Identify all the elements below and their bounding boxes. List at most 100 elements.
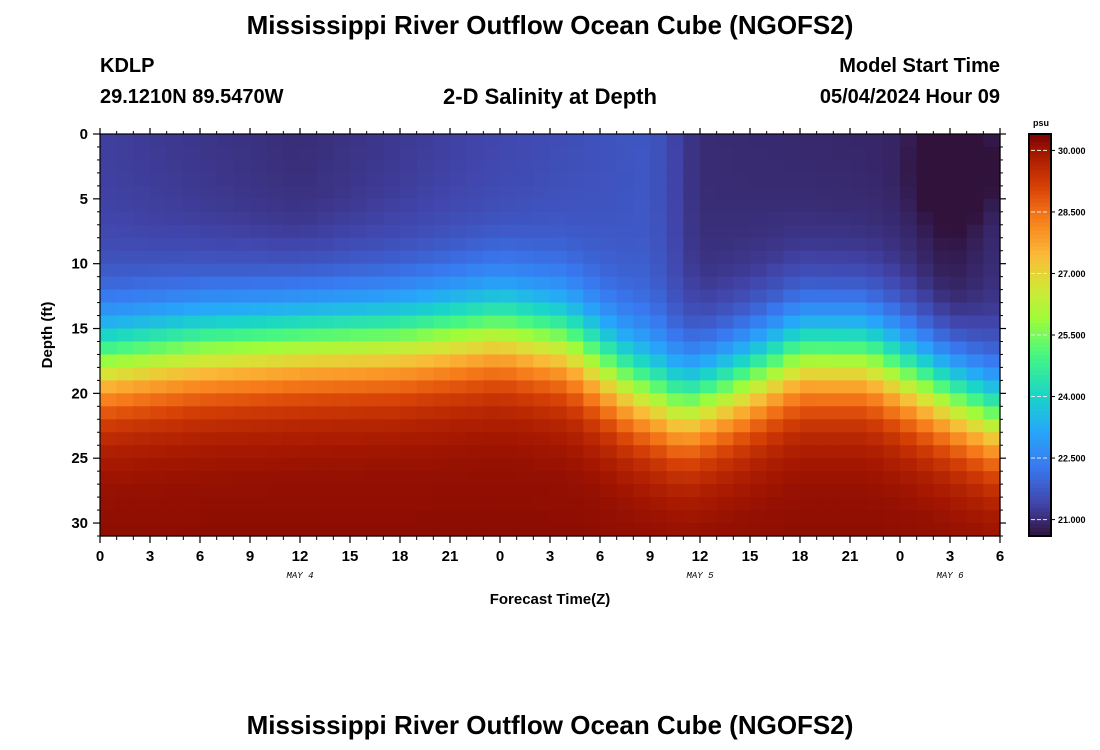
- heatmap-cell: [200, 185, 218, 200]
- colorbar-segment: [1029, 150, 1051, 155]
- heatmap-cell: [500, 419, 518, 433]
- heatmap-cell: [633, 510, 651, 524]
- heatmap-cell: [300, 393, 318, 407]
- heatmap-cell: [883, 211, 901, 226]
- heatmap-cell: [600, 224, 618, 239]
- day-label: MAY 5: [686, 571, 714, 581]
- heatmap-cell: [333, 198, 351, 213]
- heatmap-cell: [800, 289, 818, 304]
- heatmap-cell: [516, 134, 534, 148]
- heatmap-cell: [450, 497, 468, 511]
- heatmap-cell: [133, 328, 151, 343]
- heatmap-cell: [216, 237, 234, 252]
- heatmap-cell: [633, 458, 651, 472]
- heatmap-cell: [183, 341, 201, 356]
- heatmap-cell: [450, 250, 468, 265]
- heatmap-cell: [550, 419, 568, 433]
- heatmap-cell: [883, 134, 901, 148]
- heatmap-cell: [666, 289, 684, 304]
- heatmap-cell: [583, 237, 601, 252]
- heatmap-cell: [133, 224, 151, 239]
- heatmap-cell: [650, 341, 668, 356]
- heatmap-cell: [466, 315, 484, 330]
- heatmap-cell: [600, 185, 618, 200]
- heatmap-cell: [200, 523, 218, 537]
- heatmap-cell: [900, 134, 918, 148]
- colorbar-segment: [1029, 230, 1051, 236]
- heatmap-cell: [933, 380, 951, 394]
- heatmap-cell: [550, 250, 568, 265]
- heatmap-cell: [250, 432, 268, 446]
- heatmap-cell: [450, 146, 468, 161]
- colorbar-segment: [1029, 166, 1051, 171]
- heatmap-cell: [616, 367, 634, 381]
- heatmap-cell: [833, 146, 851, 161]
- heatmap-cell: [183, 185, 201, 200]
- heatmap-cell: [200, 159, 218, 174]
- heatmap-cell: [483, 315, 501, 330]
- heatmap-cell: [733, 328, 751, 343]
- colorbar-segment: [1029, 395, 1051, 400]
- colorbar-segment: [1029, 178, 1051, 183]
- heatmap-cell: [983, 211, 1001, 226]
- heatmap-cell: [783, 159, 801, 174]
- heatmap-cell: [383, 341, 401, 356]
- heatmap-cell: [166, 393, 184, 407]
- heatmap-cell: [450, 134, 468, 148]
- heatmap-cell: [883, 328, 901, 343]
- heatmap-cell: [750, 250, 768, 265]
- heatmap-cell: [800, 302, 818, 317]
- colorbar-segment: [1029, 222, 1051, 228]
- heatmap-cell: [933, 458, 951, 472]
- heatmap-cell: [616, 302, 634, 317]
- heatmap-cell: [866, 134, 884, 148]
- heatmap-cell: [850, 302, 868, 317]
- heatmap-cell: [950, 134, 968, 148]
- heatmap-cell: [783, 263, 801, 278]
- heatmap-cell: [816, 510, 834, 524]
- heatmap-cell: [900, 497, 918, 511]
- heatmap-cell: [216, 341, 234, 356]
- heatmap-cell: [316, 237, 334, 252]
- heatmap-cell: [766, 484, 784, 498]
- heatmap-cell: [633, 393, 651, 407]
- heatmap-cell: [500, 289, 518, 304]
- heatmap-cell: [333, 224, 351, 239]
- heatmap-cell: [733, 263, 751, 278]
- heatmap-cell: [166, 263, 184, 278]
- heatmap-cell: [766, 445, 784, 459]
- heatmap-cell: [366, 484, 384, 498]
- heatmap-cell: [150, 367, 168, 381]
- heatmap-cell: [383, 354, 401, 369]
- heatmap-cell: [983, 484, 1001, 498]
- x-tick-label: 9: [646, 548, 654, 565]
- heatmap-cell: [650, 523, 668, 537]
- heatmap-cell: [316, 471, 334, 485]
- colorbar-segment: [1029, 335, 1051, 340]
- colorbar-segment: [1029, 411, 1051, 416]
- heatmap-cell: [350, 458, 368, 472]
- heatmap-cell: [733, 159, 751, 174]
- heatmap-cell: [983, 198, 1001, 213]
- heatmap-cell: [133, 211, 151, 226]
- colorbar-segment: [1029, 351, 1051, 356]
- heatmap-cell: [766, 159, 784, 174]
- x-tick-label: 18: [392, 548, 409, 565]
- heatmap-cell: [283, 510, 301, 524]
- heatmap-cell: [900, 393, 918, 407]
- heatmap-cell: [933, 134, 951, 148]
- day-label: MAY 4: [286, 571, 313, 581]
- colorbar-segment: [1029, 218, 1051, 224]
- heatmap-cell: [233, 198, 251, 213]
- heatmap-cell: [966, 367, 984, 381]
- heatmap-cell: [883, 172, 901, 187]
- heatmap-cell: [816, 302, 834, 317]
- heatmap-cell: [383, 393, 401, 407]
- heatmap-cell: [933, 224, 951, 239]
- heatmap-cell: [783, 172, 801, 187]
- heatmap-cell: [216, 445, 234, 459]
- heatmap-cell: [133, 276, 151, 291]
- heatmap-cell: [916, 211, 934, 226]
- heatmap-cell: [633, 146, 651, 161]
- heatmap-cell: [800, 198, 818, 213]
